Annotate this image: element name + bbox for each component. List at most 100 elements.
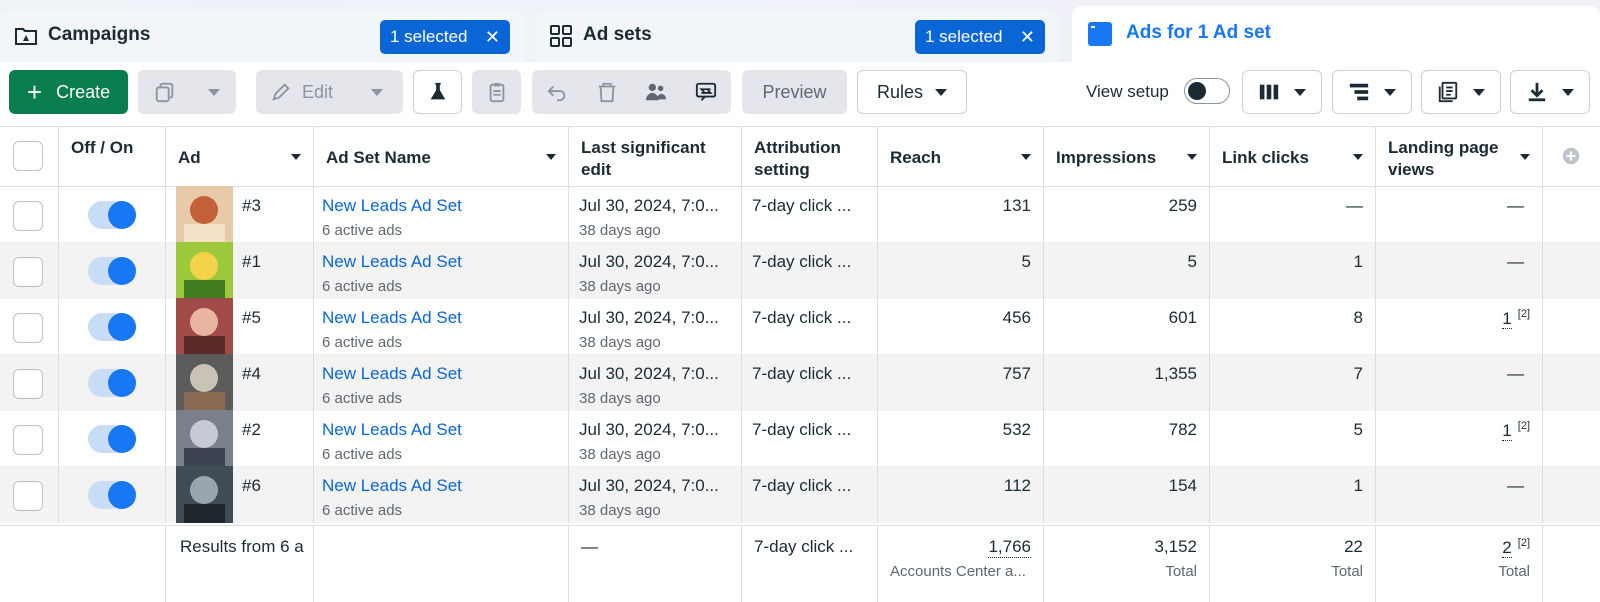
chevron-down-icon[interactable] bbox=[371, 89, 383, 96]
ad-status-toggle[interactable] bbox=[88, 369, 136, 397]
create-button[interactable]: + Create bbox=[9, 70, 128, 114]
tab-ad-sets[interactable]: Ad sets 1 selected ✕ bbox=[535, 10, 1060, 62]
tab-ads[interactable]: Ads for 1 Ad set bbox=[1072, 6, 1600, 62]
row-ad-cell: #5 bbox=[166, 298, 314, 355]
last-edit-date[interactable]: Jul 30, 2024, 7:0... bbox=[579, 252, 719, 271]
sort-caret-icon[interactable] bbox=[1520, 154, 1530, 160]
add-column-icon[interactable] bbox=[1562, 147, 1580, 165]
columns-button[interactable] bbox=[1242, 70, 1322, 114]
view-setup-toggle[interactable] bbox=[1184, 78, 1230, 104]
header-attribution[interactable]: Attribution setting bbox=[742, 127, 878, 187]
ad-name[interactable]: #3 bbox=[242, 196, 261, 215]
reach-value: 532 bbox=[1002, 420, 1031, 439]
ad-status-toggle[interactable] bbox=[88, 257, 136, 285]
ad-set-link[interactable]: New Leads Ad Set bbox=[322, 364, 462, 383]
audience-icon[interactable] bbox=[645, 81, 667, 103]
ad-status-toggle[interactable] bbox=[88, 481, 136, 509]
row-attribution-cell: 7-day click ... bbox=[742, 186, 878, 243]
download-icon bbox=[1528, 82, 1545, 102]
adsets-selected-chip[interactable]: 1 selected ✕ bbox=[915, 20, 1045, 54]
row-impressions-cell: 259 bbox=[1044, 186, 1210, 243]
last-edit-date[interactable]: Jul 30, 2024, 7:0... bbox=[579, 476, 719, 495]
ad-name[interactable]: #5 bbox=[242, 308, 261, 327]
ad-name[interactable]: #1 bbox=[242, 252, 261, 271]
ad-set-link[interactable]: New Leads Ad Set bbox=[322, 420, 462, 439]
header-impressions[interactable]: Impressions bbox=[1044, 127, 1210, 187]
swap-icon[interactable] bbox=[695, 81, 717, 103]
row-impressions-cell: 154 bbox=[1044, 466, 1210, 523]
select-all-checkbox[interactable] bbox=[13, 141, 43, 171]
export-button[interactable] bbox=[1510, 70, 1590, 114]
last-edit-date[interactable]: Jul 30, 2024, 7:0... bbox=[579, 420, 719, 439]
ad-thumbnail[interactable] bbox=[176, 186, 233, 243]
ad-set-link[interactable]: New Leads Ad Set bbox=[322, 252, 462, 271]
ad-set-link[interactable]: New Leads Ad Set bbox=[322, 476, 462, 495]
row-checkbox[interactable] bbox=[13, 369, 43, 399]
ad-thumbnail[interactable] bbox=[176, 410, 233, 467]
row-edit-cell: Jul 30, 2024, 7:0... 38 days ago bbox=[569, 186, 742, 243]
lpv-number[interactable]: 1 bbox=[1502, 420, 1512, 441]
row-checkbox[interactable] bbox=[13, 257, 43, 287]
edit-button[interactable]: Edit bbox=[256, 70, 403, 114]
header-link-clicks[interactable]: Link clicks bbox=[1210, 127, 1376, 187]
lpv-number[interactable]: 1 bbox=[1502, 308, 1512, 329]
toggle-knob bbox=[1188, 82, 1206, 100]
ad-thumbnail[interactable] bbox=[176, 354, 233, 411]
impressions-value: 259 bbox=[1168, 196, 1197, 215]
tab-campaigns[interactable]: Campaigns 1 selected ✕ bbox=[0, 10, 525, 62]
preview-button[interactable]: Preview bbox=[742, 70, 847, 114]
attribution-value: 7-day click ... bbox=[752, 420, 852, 439]
duplicate-icon bbox=[155, 82, 174, 103]
ad-set-link[interactable]: New Leads Ad Set bbox=[322, 196, 462, 215]
header-landing-page-views[interactable]: Landing page views bbox=[1376, 127, 1543, 187]
sort-caret-icon[interactable] bbox=[1353, 154, 1363, 160]
ad-name[interactable]: #4 bbox=[242, 364, 261, 383]
row-checkbox[interactable] bbox=[13, 481, 43, 511]
header-ad-set-name[interactable]: Ad Set Name bbox=[314, 127, 569, 187]
row-checkbox[interactable] bbox=[13, 425, 43, 455]
sort-caret-icon[interactable] bbox=[546, 154, 556, 160]
header-last-edit[interactable]: Last significant edit bbox=[569, 127, 742, 187]
header-ad[interactable]: Ad bbox=[166, 127, 314, 187]
trash-icon[interactable] bbox=[596, 81, 618, 103]
duplicate-button[interactable] bbox=[138, 70, 236, 114]
chevron-down-icon[interactable] bbox=[208, 88, 220, 96]
header-select-all bbox=[0, 127, 59, 187]
last-edit-date[interactable]: Jul 30, 2024, 7:0... bbox=[579, 364, 719, 383]
last-edit-date[interactable]: Jul 30, 2024, 7:0... bbox=[579, 196, 719, 215]
ad-name[interactable]: #2 bbox=[242, 420, 261, 439]
table-row[interactable]: #6 New Leads Ad Set 6 active ads Jul 30, 20… bbox=[0, 466, 1600, 523]
ad-thumbnail[interactable] bbox=[176, 242, 233, 299]
row-checkbox[interactable] bbox=[13, 201, 43, 231]
header-add-column[interactable] bbox=[1543, 127, 1600, 187]
ad-thumbnail[interactable] bbox=[176, 298, 233, 355]
last-edit-date[interactable]: Jul 30, 2024, 7:0... bbox=[579, 308, 719, 327]
sort-caret-icon[interactable] bbox=[291, 154, 301, 160]
rules-button[interactable]: Rules bbox=[857, 70, 967, 114]
table-row[interactable]: #2 New Leads Ad Set 6 active ads Jul 30, 20… bbox=[0, 410, 1600, 467]
table-row[interactable]: #5 New Leads Ad Set 6 active ads Jul 30, 20… bbox=[0, 298, 1600, 355]
table-row[interactable]: #3 New Leads Ad Set 6 active ads Jul 30, 20… bbox=[0, 186, 1600, 243]
breakdown-button[interactable] bbox=[1332, 70, 1412, 114]
ad-status-toggle[interactable] bbox=[88, 425, 136, 453]
ad-status-toggle[interactable] bbox=[88, 313, 136, 341]
ad-status-toggle[interactable] bbox=[88, 201, 136, 229]
footer-lpv-number[interactable]: 2 bbox=[1502, 537, 1512, 558]
table-row[interactable]: #4 New Leads Ad Set 6 active ads Jul 30, 20… bbox=[0, 354, 1600, 411]
clipboard-button[interactable] bbox=[472, 70, 521, 114]
sort-caret-icon[interactable] bbox=[1021, 154, 1031, 160]
sort-caret-icon[interactable] bbox=[1187, 154, 1197, 160]
close-icon[interactable]: ✕ bbox=[484, 27, 500, 47]
undo-icon[interactable] bbox=[546, 81, 568, 103]
close-icon[interactable]: ✕ bbox=[1019, 27, 1035, 47]
row-checkbox[interactable] bbox=[13, 313, 43, 343]
test-button[interactable] bbox=[413, 70, 462, 114]
footer-reach-value[interactable]: 1,766 bbox=[988, 537, 1031, 558]
ad-thumbnail[interactable] bbox=[176, 466, 233, 523]
reports-button[interactable] bbox=[1421, 70, 1501, 114]
ad-set-link[interactable]: New Leads Ad Set bbox=[322, 308, 462, 327]
ad-name[interactable]: #6 bbox=[242, 476, 261, 495]
table-row[interactable]: #1 New Leads Ad Set 6 active ads Jul 30, 20… bbox=[0, 242, 1600, 299]
campaigns-selected-chip[interactable]: 1 selected ✕ bbox=[380, 20, 510, 54]
header-reach[interactable]: Reach bbox=[878, 127, 1044, 187]
